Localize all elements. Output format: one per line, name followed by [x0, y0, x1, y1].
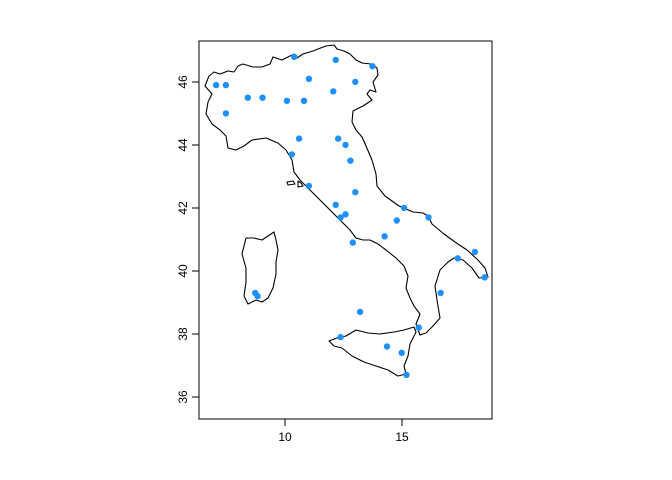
data-point-32: [437, 289, 444, 297]
italy-mainland-coast: [204, 44, 489, 336]
elba-island: [286, 180, 296, 186]
data-point-15: [288, 151, 295, 158]
data-point-17: [342, 141, 349, 149]
data-point-25: [425, 214, 432, 221]
data-point-40: [403, 371, 410, 379]
x-axis: 10 15: [278, 418, 409, 444]
data-point-16: [335, 135, 342, 142]
data-point-24: [400, 204, 408, 212]
data-point-2: [222, 81, 230, 89]
data-point-1: [212, 81, 220, 89]
data-point-12: [352, 78, 359, 86]
x-tick-label-10: 10: [278, 430, 292, 444]
data-point-5: [259, 94, 266, 101]
corsica-fragment: [297, 180, 304, 188]
data-point-7: [291, 53, 298, 60]
data-point-39: [398, 349, 405, 356]
data-point-8: [300, 97, 308, 105]
data-point-20: [352, 189, 359, 196]
y-tick-label-44: 44: [176, 138, 190, 152]
sardinia-coast: [241, 231, 279, 305]
data-point-4: [244, 94, 251, 101]
data-point-38: [383, 343, 391, 350]
data-point-31: [481, 274, 488, 281]
data-point-6: [283, 97, 291, 105]
data-point-13: [369, 62, 376, 70]
y-tick-label-38: 38: [176, 327, 190, 341]
y-axis: 36 38 40 42 44 46: [176, 75, 200, 404]
data-point-35: [356, 308, 364, 316]
data-point-11: [332, 56, 339, 64]
plot-frame: [198, 40, 493, 420]
y-tick-label-46: 46: [176, 75, 190, 89]
data-point-34: [254, 292, 261, 300]
data-point-36: [415, 324, 422, 331]
x-tick-label-15: 15: [395, 430, 409, 444]
data-point-27: [381, 233, 388, 240]
data-point-3: [222, 110, 230, 117]
data-point-22: [337, 214, 344, 221]
data-point-30: [454, 255, 461, 262]
data-point-9: [305, 75, 313, 83]
sicily-coast: [328, 326, 417, 377]
data-point-18: [347, 157, 354, 164]
y-tick-label-40: 40: [176, 264, 190, 278]
data-point-26: [393, 217, 400, 224]
data-point-29: [471, 248, 479, 256]
y-tick-label-42: 42: [176, 201, 190, 215]
data-point-21: [332, 201, 339, 208]
data-point-14: [295, 135, 303, 142]
y-tick-label-36: 36: [176, 390, 190, 404]
data-points: [212, 53, 488, 379]
data-point-19: [305, 182, 313, 190]
data-point-10: [330, 88, 337, 95]
data-point-28: [349, 239, 356, 246]
data-point-37: [337, 333, 344, 341]
data-point-23: [342, 211, 349, 218]
